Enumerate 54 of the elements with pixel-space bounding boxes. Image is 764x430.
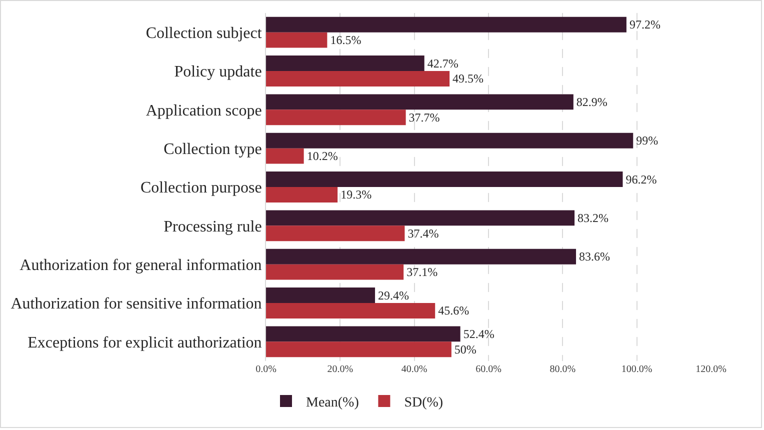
data-label: 99% [636, 134, 658, 148]
data-label: 83.6% [579, 250, 610, 264]
y-tick-label: Processing rule [164, 218, 262, 236]
y-tick-label: Collection subject [146, 24, 262, 42]
data-label: 10.2% [306, 149, 338, 164]
bar [266, 187, 338, 202]
bar [266, 94, 574, 110]
x-tick-label: 40.0% [401, 364, 428, 375]
y-tick-label: Authorization for sensitive information [10, 296, 262, 313]
bar [266, 288, 376, 303]
data-label: 29.4% [378, 288, 410, 302]
data-label: 49.5% [452, 72, 484, 86]
y-tick-label: Collection purpose [140, 180, 262, 197]
bar [266, 71, 450, 86]
bar [266, 226, 405, 242]
data-label: 37.4% [408, 226, 439, 240]
data-label: 37.1% [406, 265, 438, 280]
x-tick-label: 20.0% [327, 364, 354, 375]
data-label: 50% [454, 342, 476, 356]
bar [266, 16, 626, 32]
legend-label: Mean(%) [306, 395, 360, 410]
bar [266, 326, 460, 342]
x-tick-label: 80.0% [550, 364, 576, 375]
bar [266, 110, 406, 126]
data-label: 42.7% [427, 56, 458, 70]
bar [266, 342, 452, 358]
y-tick-label: Policy update [174, 64, 262, 81]
x-tick-label: 0.0% [256, 364, 276, 375]
bar [266, 248, 576, 264]
bar [266, 32, 328, 48]
x-tick-label: 120.0% [696, 364, 726, 375]
bar [266, 132, 634, 148]
data-label: 96.2% [626, 172, 657, 186]
legend-label: SD(%) [404, 395, 444, 410]
data-label: 97.2% [629, 18, 660, 32]
data-label: 19.3% [340, 188, 372, 202]
data-label: 82.9% [576, 94, 608, 109]
data-label: 16.5% [330, 33, 362, 48]
y-tick-label: Collection type [164, 140, 262, 158]
bar [266, 148, 304, 164]
data-label: 37.7% [408, 110, 440, 124]
bar [266, 172, 623, 187]
x-tick-label: 100.0% [621, 364, 652, 375]
y-tick-label: Application scope [146, 102, 262, 120]
bar [266, 210, 575, 226]
y-tick-label: Exceptions for explicit authorization [28, 334, 262, 352]
bar [266, 264, 404, 280]
bar [266, 303, 436, 318]
y-tick-label: Authorization for general information [20, 256, 262, 274]
data-label: 83.2% [578, 210, 609, 225]
data-label: 52.4% [463, 326, 494, 341]
bar [266, 56, 424, 71]
data-label: 45.6% [438, 304, 470, 318]
x-tick-label: 60.0% [476, 364, 502, 375]
